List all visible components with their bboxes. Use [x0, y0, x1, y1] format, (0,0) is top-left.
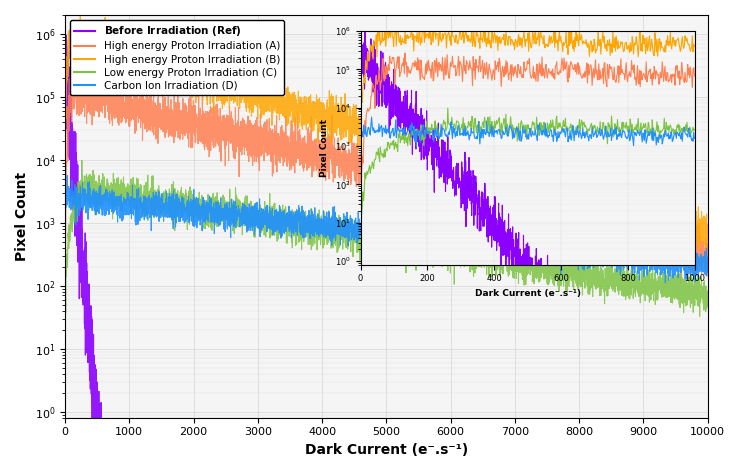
Y-axis label: Pixel Count: Pixel Count: [15, 172, 29, 261]
X-axis label: Dark Current (e⁻.s⁻¹): Dark Current (e⁻.s⁻¹): [305, 443, 468, 457]
Legend: $\mathbf{Before\ Irradiation\ (Ref)}$, High energy Proton Irradiation (A), High : $\mathbf{Before\ Irradiation\ (Ref)}$, H…: [70, 20, 284, 95]
